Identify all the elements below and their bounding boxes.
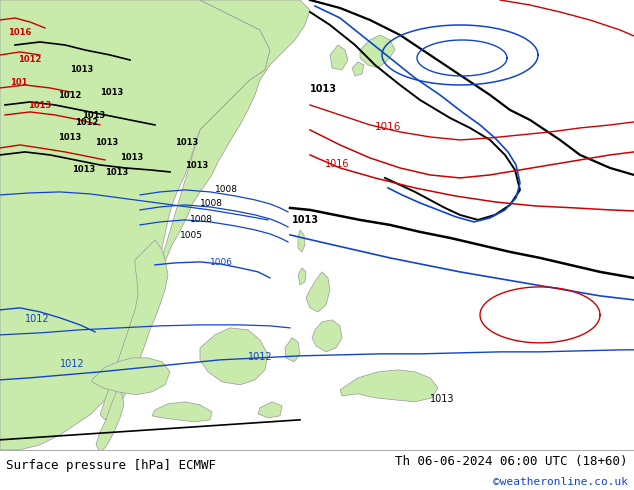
Text: 1012: 1012 (25, 314, 49, 324)
Text: 1013: 1013 (430, 394, 455, 404)
Text: Th 06-06-2024 06:00 UTC (18+60): Th 06-06-2024 06:00 UTC (18+60) (395, 455, 628, 467)
Text: 1013: 1013 (58, 133, 81, 142)
Text: 1005: 1005 (180, 231, 203, 240)
Text: 1016: 1016 (8, 28, 31, 37)
Polygon shape (330, 45, 348, 70)
Text: 1012: 1012 (75, 118, 98, 127)
Polygon shape (360, 35, 395, 68)
Polygon shape (340, 370, 438, 402)
Text: Surface pressure [hPa] ECMWF: Surface pressure [hPa] ECMWF (6, 460, 216, 472)
Polygon shape (312, 320, 342, 352)
Text: 1013: 1013 (95, 138, 119, 147)
Text: 1016: 1016 (375, 122, 401, 132)
Text: 1008: 1008 (200, 199, 223, 208)
Polygon shape (96, 388, 124, 452)
Text: 1013: 1013 (120, 153, 143, 162)
Text: ©weatheronline.co.uk: ©weatheronline.co.uk (493, 477, 628, 487)
Text: 1012: 1012 (60, 359, 84, 369)
Text: 1013: 1013 (105, 168, 128, 177)
Polygon shape (285, 338, 300, 362)
Text: 101: 101 (10, 78, 27, 87)
Text: 1013: 1013 (82, 111, 105, 120)
Text: 1013: 1013 (185, 161, 208, 170)
Polygon shape (145, 0, 310, 315)
Text: 1016: 1016 (325, 159, 349, 169)
Text: 1013: 1013 (70, 65, 93, 74)
Polygon shape (298, 230, 305, 252)
Text: 1008: 1008 (215, 185, 238, 194)
Polygon shape (298, 268, 306, 285)
Polygon shape (306, 272, 330, 312)
Text: 1013: 1013 (28, 101, 51, 110)
Polygon shape (152, 402, 212, 422)
Polygon shape (352, 62, 364, 76)
Polygon shape (92, 358, 170, 395)
Text: 1013: 1013 (292, 215, 319, 225)
Text: 1013: 1013 (175, 138, 198, 147)
Text: 1012: 1012 (248, 352, 273, 362)
Text: 1012: 1012 (58, 91, 81, 100)
Text: 1013: 1013 (100, 88, 123, 97)
Text: 1013: 1013 (72, 165, 95, 174)
Polygon shape (100, 240, 168, 420)
Polygon shape (0, 0, 270, 450)
Text: 1006: 1006 (210, 258, 233, 267)
Text: 1008: 1008 (190, 215, 213, 224)
Text: 1013: 1013 (310, 84, 337, 94)
Polygon shape (200, 328, 268, 385)
Text: 1012: 1012 (18, 55, 41, 64)
Polygon shape (258, 402, 282, 418)
